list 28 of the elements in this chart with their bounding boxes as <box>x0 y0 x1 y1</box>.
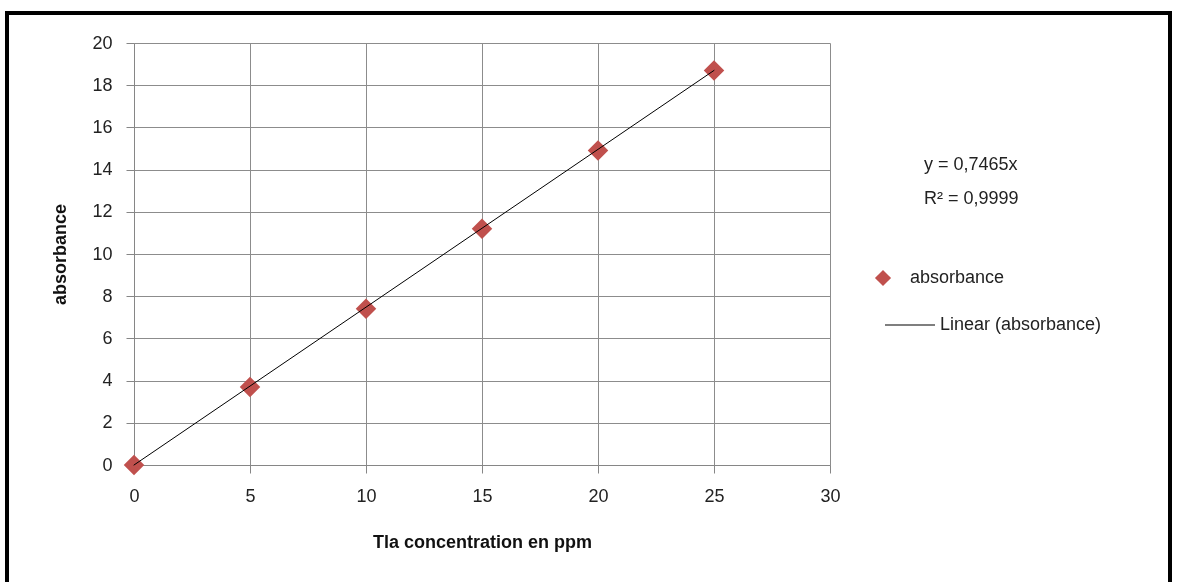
y-tick-label: 2 <box>102 412 113 433</box>
text: R² = 0,9999 <box>924 188 1019 208</box>
y-tick-label: 0 <box>102 454 113 475</box>
y-tick-label: 4 <box>102 370 113 391</box>
x-tick-label: 30 <box>820 485 841 506</box>
x-tick-label: 20 <box>588 485 609 506</box>
x-tick-label: 25 <box>704 485 725 506</box>
x-tick-label: 10 <box>356 485 377 506</box>
x-axis-title: Tla concentration en ppm <box>372 531 593 552</box>
y-tick-label: 8 <box>102 285 113 306</box>
point <box>703 60 725 81</box>
y-tick-label: 10 <box>92 243 113 264</box>
y-tick-label: 6 <box>102 327 113 348</box>
point <box>123 454 145 476</box>
y-tick-label: 14 <box>92 159 113 180</box>
legend-label: absorbance <box>910 267 1005 287</box>
y-axis-title: absorbance <box>50 203 71 306</box>
x-tick-label: 0 <box>129 485 140 506</box>
point <box>355 298 377 320</box>
y-tick-label: 16 <box>92 116 113 137</box>
point <box>239 376 261 398</box>
y-tick-label: 20 <box>92 32 113 53</box>
y-tick-label: 18 <box>92 74 113 95</box>
x-tick-label: 15 <box>472 485 493 506</box>
y-tick-label: 12 <box>92 201 113 222</box>
x-tick-label: 5 <box>245 485 256 506</box>
legend-label: Linear (absorbance) <box>940 314 1102 334</box>
text: y = 0,7465x <box>924 154 1018 174</box>
